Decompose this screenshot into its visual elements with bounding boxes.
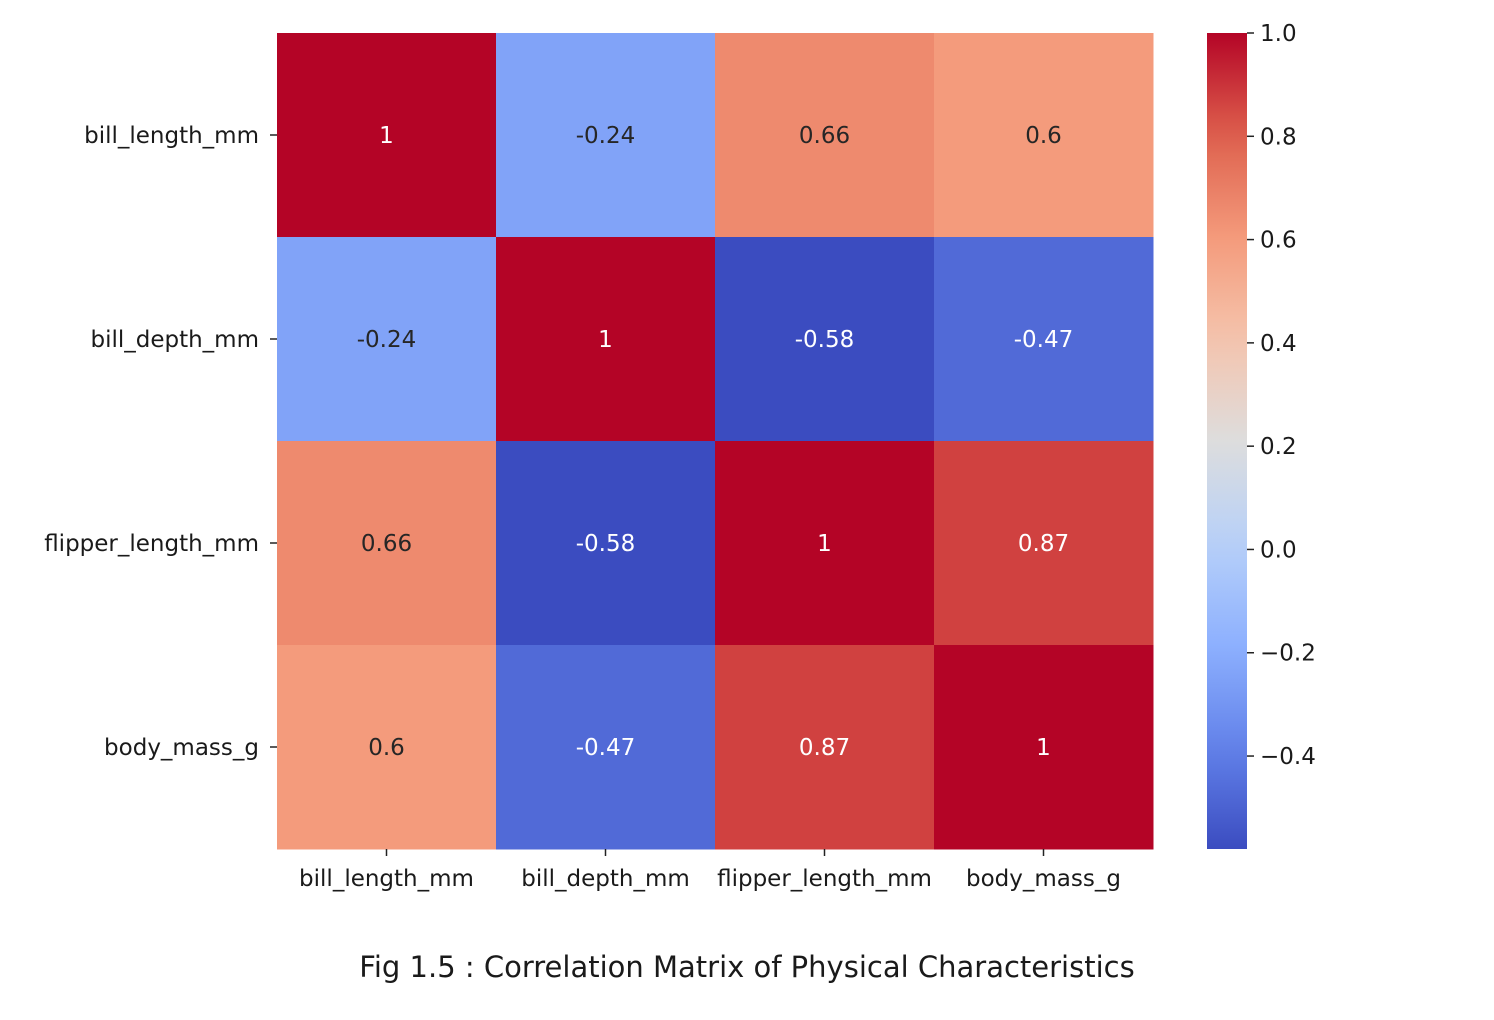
colorbar-tick-label-0: 1.0 — [1260, 21, 1297, 47]
cell-annotation-3-3: 1 — [1036, 735, 1051, 761]
cell-annotation-0-0: 1 — [379, 123, 394, 149]
cell-annotation-0-1: -0.24 — [576, 123, 636, 149]
heatmap-cell-2-0 — [277, 441, 497, 646]
heatmap-cell-0-0 — [277, 33, 497, 238]
cell-annotation-1-2: -0.58 — [795, 327, 855, 353]
cell-annotation-1-1: 1 — [598, 327, 613, 353]
cell-annotation-2-0: 0.66 — [361, 531, 412, 557]
y-tick-label-2: flipper_length_mm — [44, 531, 259, 557]
cell-annotation-3-0: 0.6 — [368, 735, 405, 761]
cell-annotation-2-1: -0.58 — [576, 531, 636, 557]
y-tick-label-1: bill_depth_mm — [90, 327, 259, 353]
heatmap-cell-1-2 — [715, 237, 935, 442]
y-tick-label-0: bill_length_mm — [84, 123, 259, 149]
heatmap-annotations: 1 -0.24 0.66 0.6 -0.24 1 -0.58 -0.47 0.66 -0.58 1 0… — [357, 123, 1074, 761]
cell-annotation-2-3: 0.87 — [1018, 531, 1069, 557]
colorbar-tick-label-1: 0.8 — [1260, 124, 1297, 150]
x-tick-label-3: body_mass_g — [966, 866, 1121, 892]
colorbar-tick-label-2: 0.6 — [1260, 228, 1297, 254]
x-tick-label-2: flipper_length_mm — [717, 866, 932, 892]
y-tick-label-3: body_mass_g — [104, 735, 259, 761]
colorbar-tick-label-7: −0.4 — [1260, 744, 1316, 770]
cell-annotation-2-2: 1 — [817, 531, 832, 557]
colorbar-tick-label-5: 0.0 — [1260, 537, 1297, 563]
heatmap-cell-3-3 — [934, 645, 1154, 850]
heatmap-cell-1-3 — [934, 237, 1154, 442]
heatmap-cell-0-2 — [715, 33, 935, 238]
colorbar-gradient — [1207, 33, 1247, 849]
heatmap-cell-2-2 — [715, 441, 935, 646]
colorbar-tick-label-4: 0.2 — [1260, 434, 1297, 460]
figure-caption: Fig 1.5 : Correlation Matrix of Physical… — [359, 950, 1135, 984]
cell-annotation-0-2: 0.66 — [799, 123, 850, 149]
heatmap-cell-1-0 — [277, 237, 497, 442]
cell-annotation-3-2: 0.87 — [799, 735, 850, 761]
colorbar-tick-label-3: 0.4 — [1260, 331, 1297, 357]
cell-annotation-1-3: -0.47 — [1014, 327, 1074, 353]
cell-annotation-1-0: -0.24 — [357, 327, 417, 353]
x-tick-label-1: bill_depth_mm — [521, 866, 690, 892]
heatmap-cell-2-1 — [496, 441, 716, 646]
x-tick-label-0: bill_length_mm — [299, 866, 474, 892]
y-axis: bill_length_mm bill_depth_mm flipper_lengt… — [44, 123, 277, 761]
x-axis: bill_length_mm bill_depth_mm flipper_lengt… — [299, 849, 1121, 892]
heatmap-cell-2-3 — [934, 441, 1154, 646]
heatmap-cell-3-2 — [715, 645, 935, 850]
heatmap-cell-1-1 — [496, 237, 716, 442]
heatmap-cell-3-1 — [496, 645, 716, 850]
colorbar: 1.0 0.8 0.6 0.4 0.2 0.0 −0.2 −0.4 — [1207, 21, 1316, 849]
heatmap-cells — [277, 33, 1154, 850]
colorbar-tick-label-6: −0.2 — [1260, 641, 1316, 667]
heatmap-cell-3-0 — [277, 645, 497, 850]
cell-annotation-0-3: 0.6 — [1025, 123, 1062, 149]
heatmap-cell-0-3 — [934, 33, 1154, 238]
heatmap-cell-0-1 — [496, 33, 716, 238]
cell-annotation-3-1: -0.47 — [576, 735, 636, 761]
